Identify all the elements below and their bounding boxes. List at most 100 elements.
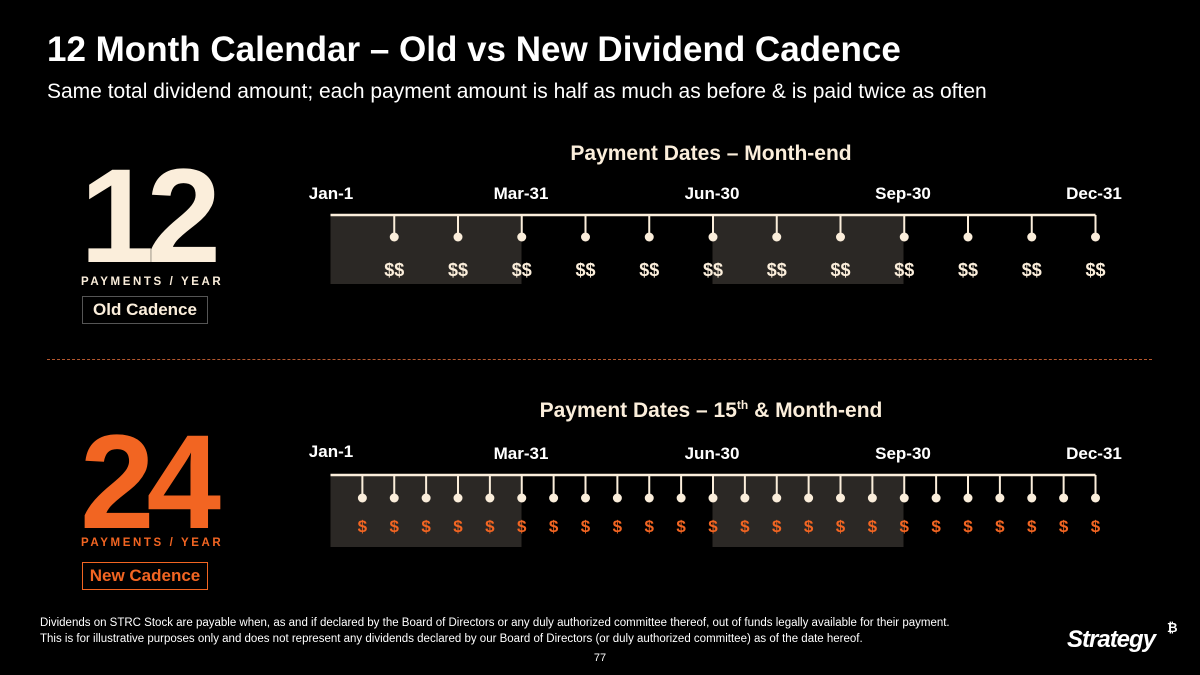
payment-dot bbox=[453, 232, 463, 242]
new-heading-tail: & Month-end bbox=[748, 399, 883, 422]
payment-dot bbox=[389, 232, 399, 242]
payment-amount-label: $$ bbox=[512, 260, 532, 280]
payment-dot bbox=[517, 493, 527, 503]
footnote-line-2: This is for illustrative purposes only a… bbox=[40, 633, 863, 645]
payment-amount-label: $ bbox=[868, 517, 878, 536]
payment-amount-label: $$ bbox=[767, 260, 787, 280]
payment-dot bbox=[899, 232, 909, 242]
payment-dot bbox=[676, 493, 686, 503]
q3-shade bbox=[712, 215, 904, 284]
payment-amount-label: $ bbox=[1027, 517, 1037, 536]
new-timeline-heading: Payment Dates – 15th & Month-end bbox=[540, 398, 883, 423]
payment-dot bbox=[1027, 232, 1037, 242]
payment-dot bbox=[931, 493, 941, 503]
payment-amount-label: $ bbox=[645, 517, 655, 536]
payment-dot bbox=[581, 232, 590, 242]
payment-dot bbox=[708, 232, 718, 242]
payment-dot bbox=[549, 493, 559, 503]
payment-amount-label: $ bbox=[676, 517, 686, 536]
new-date-label-mar: Mar-31 bbox=[493, 444, 549, 463]
payment-amount-label: $ bbox=[613, 517, 623, 536]
payment-dot bbox=[1059, 493, 1069, 503]
payment-amount-label: $ bbox=[485, 517, 495, 536]
payment-amount-label: $$ bbox=[384, 260, 404, 280]
q1-shade bbox=[330, 215, 522, 284]
new-date-label-dec: Dec-31 bbox=[1066, 444, 1122, 463]
section-divider bbox=[47, 359, 1152, 360]
payment-amount-label: $$ bbox=[448, 260, 468, 280]
new-date-label-jan: Jan-1 bbox=[308, 442, 354, 461]
payment-amount-label: $$ bbox=[703, 260, 723, 280]
old-date-label-mar: Mar-31 bbox=[493, 184, 549, 203]
payment-dot bbox=[836, 232, 845, 242]
payment-dot bbox=[1091, 493, 1100, 503]
payment-amount-label: $ bbox=[549, 517, 559, 536]
old-payment-count: 12 bbox=[80, 142, 221, 291]
new-date-label-jun: Jun-30 bbox=[684, 444, 740, 463]
payment-dot bbox=[1027, 493, 1037, 503]
footnote-line-1: Dividends on STRC Stock are payable when… bbox=[40, 617, 950, 629]
payment-amount-label: $ bbox=[836, 517, 846, 536]
old-date-label-sep: Sep-30 bbox=[875, 184, 931, 203]
payment-dot bbox=[389, 493, 399, 503]
payment-amount-label: $ bbox=[804, 517, 814, 536]
new-heading-sup: th bbox=[736, 398, 749, 412]
new-heading-main: Payment Dates – 15 bbox=[539, 399, 737, 422]
payment-amount-label: $ bbox=[517, 517, 527, 536]
new-cadence-label: New Cadence bbox=[82, 562, 208, 590]
payment-amount-label: $ bbox=[740, 517, 750, 536]
payment-dot bbox=[899, 493, 909, 503]
payment-amount-label: $ bbox=[995, 517, 1005, 536]
payment-amount-label: $ bbox=[900, 517, 910, 536]
old-date-label-jun: Jun-30 bbox=[684, 184, 740, 203]
payment-amount-label: $ bbox=[708, 517, 718, 536]
payment-amount-label: $$ bbox=[575, 260, 595, 280]
slide-title: 12 Month Calendar – Old vs New Dividend … bbox=[47, 30, 901, 69]
payment-amount-label: $$ bbox=[894, 260, 914, 280]
payment-dot bbox=[357, 493, 367, 503]
payment-amount-label: $ bbox=[358, 517, 368, 536]
payment-dot bbox=[995, 493, 1005, 503]
payment-dot bbox=[1091, 232, 1100, 242]
payment-amount-label: $ bbox=[963, 517, 973, 536]
payment-dot bbox=[453, 493, 463, 503]
payment-amount-label: $ bbox=[421, 517, 431, 536]
payment-amount-label: $ bbox=[581, 517, 591, 536]
strategy-logo: Strategy bbox=[1067, 626, 1156, 653]
payment-dot bbox=[836, 493, 845, 503]
payment-amount-label: $$ bbox=[830, 260, 850, 280]
payment-amount-label: $ bbox=[1091, 517, 1101, 536]
payment-dot bbox=[804, 493, 814, 503]
payment-amount-label: $ bbox=[390, 517, 400, 536]
old-cadence-label: Old Cadence bbox=[82, 296, 208, 324]
new-payment-count: 24 bbox=[80, 408, 221, 557]
payment-dot bbox=[867, 493, 877, 503]
payment-dot bbox=[963, 232, 973, 242]
old-date-label-dec: Dec-31 bbox=[1066, 184, 1122, 203]
old-timeline-heading: Payment Dates – Month-end bbox=[570, 142, 852, 165]
payment-dot bbox=[963, 493, 973, 503]
payment-amount-label: $$ bbox=[1022, 260, 1042, 280]
page-number: 77 bbox=[593, 652, 607, 664]
payment-dot bbox=[644, 232, 654, 242]
payment-dot bbox=[485, 493, 495, 503]
new-payments-per-year-label: PAYMENTS / YEAR bbox=[81, 537, 224, 549]
payment-dot bbox=[612, 493, 622, 503]
new-date-label-sep: Sep-30 bbox=[875, 444, 931, 463]
payment-amount-label: $$ bbox=[639, 260, 659, 280]
old-date-label-jan: Jan-1 bbox=[308, 184, 354, 203]
payment-amount-label: $ bbox=[453, 517, 463, 536]
payment-amount-label: $ bbox=[931, 517, 941, 536]
payment-amount-label: $$ bbox=[958, 260, 978, 280]
payment-dot bbox=[517, 232, 527, 242]
payment-dot bbox=[772, 493, 782, 503]
payment-dot bbox=[772, 232, 782, 242]
payment-dot bbox=[421, 493, 431, 503]
payment-dot bbox=[581, 493, 590, 503]
payment-amount-label: $$ bbox=[1085, 260, 1105, 280]
old-payments-per-year-label: PAYMENTS / YEAR bbox=[81, 276, 224, 288]
payment-dot bbox=[644, 493, 654, 503]
payment-amount-label: $ bbox=[1059, 517, 1069, 536]
